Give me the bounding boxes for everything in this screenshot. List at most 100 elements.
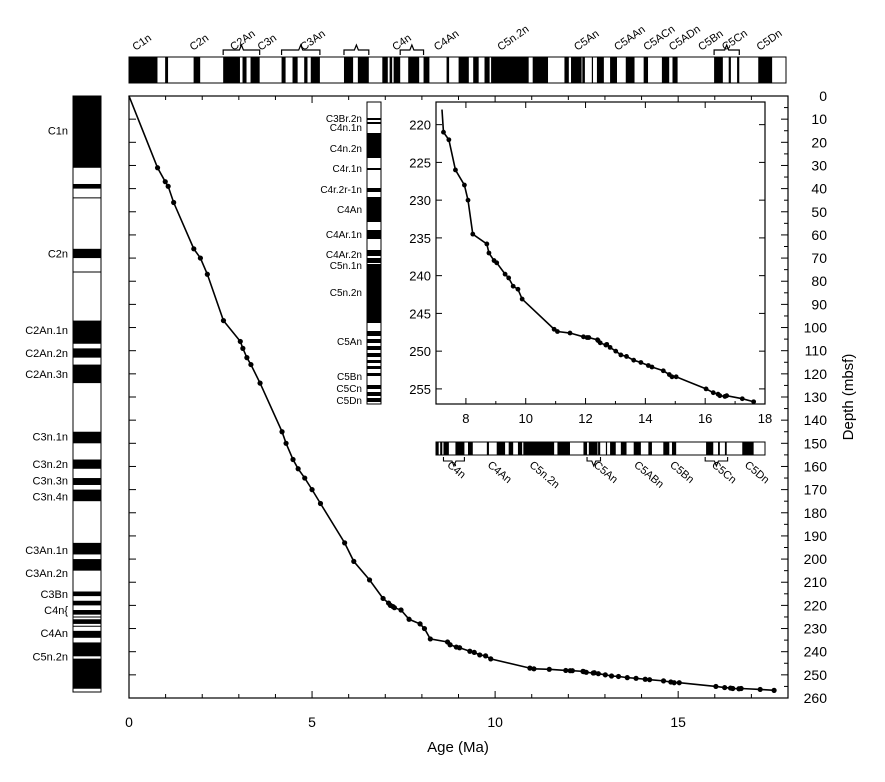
data-point [591,670,597,676]
y-tick-label: 200 [804,551,828,567]
data-point [317,500,324,507]
polarity-normal-band [625,57,635,83]
polarity-normal-band [620,442,627,455]
polarity-normal-band [73,610,101,615]
data-point [257,380,263,386]
polarity-normal-band [382,57,388,83]
polarity-normal-band [440,442,443,455]
polarity-normal-band [714,57,723,83]
inset-bottom-chron-label: C5Cn [709,459,738,486]
polarity-normal-band [588,442,598,455]
inset-x-tick-label: 14 [638,411,652,426]
inset-data-point [486,250,492,256]
top-chron-label: C5n.2n [495,23,531,53]
data-point [595,671,601,677]
y-tick-label: 180 [804,505,828,521]
data-point [482,653,489,659]
inset-data-point [441,129,446,135]
data-point [421,625,428,632]
chron-brace [442,457,465,468]
chron-brace [704,457,729,468]
data-point [546,666,552,672]
data-point [406,616,412,622]
polarity-normal-band [73,348,101,358]
data-point [660,678,667,684]
inset-y-tick-label: 245 [409,306,431,321]
left-polarity-column: C1n C2n C2An.1n C2An.2n C2An.3n C3n.1n C3n.2n C… [25,95,102,693]
data-point [757,686,763,693]
inset-chron-label: C4Ar.1n [326,230,362,241]
polarity-normal-band [389,57,393,83]
x-axis-label: Age (Ma) [427,739,489,756]
data-point [467,648,473,654]
data-point [456,645,463,651]
inset-chron-label: C5Bn [337,372,362,383]
polarity-normal-band [598,442,601,455]
data-point [417,621,423,627]
polarity-normal-band [367,230,381,239]
x-tick-label: 10 [487,714,503,730]
polarity-normal-band [468,442,473,455]
data-point [165,183,171,189]
inset-y-tick-label: 240 [409,269,431,284]
chron-brace [343,43,370,55]
inset-chron-label: C4r.1n [333,164,362,175]
polarity-normal-band [310,57,320,83]
y-tick-label: 10 [811,111,827,127]
polarity-normal-band [737,57,740,83]
inset-bottom-chron-label: C5Dn [742,459,771,486]
data-point [602,672,608,678]
inset-chron-label: C4r.2r-1n [320,185,362,196]
inset-data-point [502,271,508,277]
polarity-normal-band [718,442,720,455]
left-chron-label: C3n.1n [33,431,68,443]
y-tick-label: 170 [804,482,828,498]
inset-data-point [506,275,512,281]
inset-data-point [567,330,573,336]
polarity-normal-band [73,96,101,168]
polarity-normal-band [610,57,618,83]
data-point [342,540,348,546]
inset-data-point [607,344,613,350]
polarity-normal-band [742,442,754,455]
x-tick-label: 5 [308,714,316,730]
data-point [295,466,301,472]
polarity-normal-band [73,630,101,638]
polarity-normal-band [648,442,652,455]
inset-data-point [624,354,629,359]
inset-plot: 8 10 12 14 16 18 220 225 230 235 240 245 250 255 [409,101,772,426]
data-point [447,642,453,648]
polarity-normal-band [73,591,101,597]
inset-data-point [510,283,516,289]
polarity-normal-band [508,442,514,455]
data-point [309,487,315,493]
inset-chron-label: C3Br.2n [326,114,362,125]
top-chron-label: C5An [572,28,601,54]
polarity-normal-band [367,353,381,357]
polarity-normal-band [605,442,608,455]
inset-data-point [586,335,592,340]
inset-chron-label: C4n.1n [330,123,362,134]
data-point [244,355,250,361]
inset-chron-label: C5n.2n [330,288,362,299]
polarity-normal-band [367,385,381,389]
polarity-normal-band [564,57,569,83]
data-point [608,673,615,679]
polarity-normal-band [582,57,585,83]
y-tick-label: 100 [804,320,828,336]
data-point [351,558,357,564]
polarity-normal-band [73,658,101,689]
data-point [488,656,494,662]
y-tick-label: 30 [811,157,827,173]
data-point [237,338,243,345]
data-point [162,179,168,185]
polarity-normal-band [73,489,101,502]
inset-data-point [494,260,500,266]
data-point [676,680,682,686]
data-point [671,680,677,686]
inset-data-point [638,360,644,365]
polarity-normal-band [73,248,101,259]
